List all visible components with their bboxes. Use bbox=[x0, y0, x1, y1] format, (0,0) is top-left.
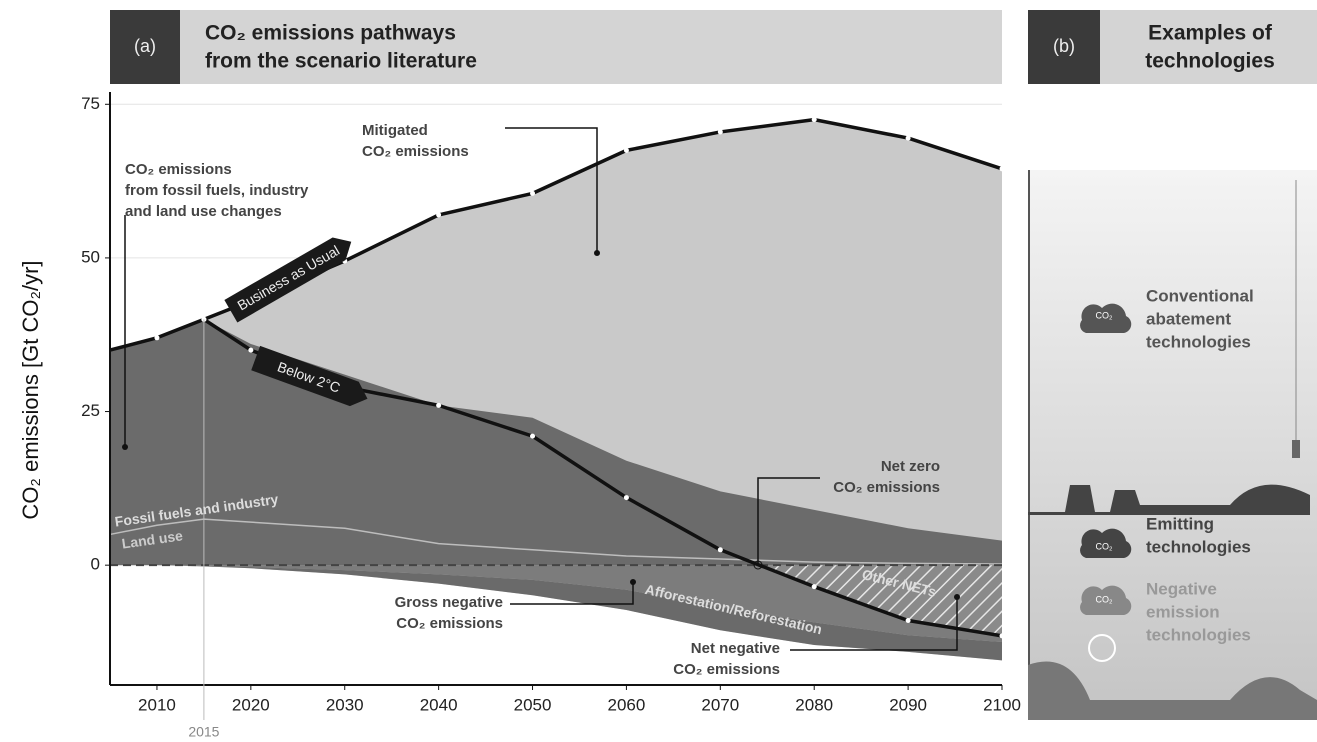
panel-b-header bbox=[1100, 10, 1317, 84]
tag-shape bbox=[224, 237, 352, 323]
x-tick-label: 2030 bbox=[326, 695, 364, 714]
industry-silhouette bbox=[1028, 484, 1310, 515]
x-tick-label: 2020 bbox=[232, 695, 270, 714]
landscape-silhouette bbox=[1028, 661, 1317, 720]
leader-line bbox=[790, 597, 958, 651]
y-tick-label: 0 bbox=[91, 555, 100, 574]
area bbox=[110, 565, 1002, 661]
technology-label: abatement bbox=[1146, 309, 1231, 328]
point bbox=[811, 584, 817, 590]
panel-b-background bbox=[1028, 170, 1317, 720]
panel-b-tab bbox=[1028, 10, 1100, 84]
leader-line bbox=[757, 477, 820, 565]
leader-line bbox=[510, 582, 634, 605]
area bbox=[110, 565, 1002, 642]
point bbox=[530, 190, 536, 196]
leader-dot bbox=[753, 560, 763, 570]
point bbox=[811, 117, 817, 123]
point bbox=[248, 347, 254, 353]
x-tick-label: 2060 bbox=[608, 695, 646, 714]
plot-area bbox=[109, 92, 1005, 685]
y-tick-label: 75 bbox=[81, 94, 100, 113]
annotation: Gross negative bbox=[395, 594, 503, 611]
panel-a-header bbox=[180, 10, 1002, 84]
icon-label: CO₂ bbox=[1096, 310, 1114, 320]
point bbox=[905, 617, 911, 623]
panel-label: (b) bbox=[1053, 36, 1075, 56]
annotation: CO₂ emissions bbox=[673, 661, 780, 678]
technology-label: technologies bbox=[1146, 332, 1251, 351]
point bbox=[999, 633, 1005, 639]
annotation: Net negative bbox=[691, 640, 780, 657]
panel-b: CO₂ CO₂ CO₂ bbox=[1028, 170, 1317, 720]
net-negative-hatch bbox=[720, 565, 1002, 636]
panel-label: (a) bbox=[134, 36, 156, 56]
title-line: CO₂ emissions pathways bbox=[205, 22, 456, 45]
y-tick-label: 25 bbox=[81, 401, 100, 420]
cloud-icon bbox=[1080, 585, 1132, 615]
annotation: CO₂ emissions bbox=[125, 161, 232, 178]
technology-label: Conventional bbox=[1146, 286, 1254, 305]
technology-label: technologies bbox=[1146, 625, 1251, 644]
point bbox=[717, 129, 723, 135]
point bbox=[999, 166, 1005, 172]
annotation: Net zero bbox=[881, 458, 940, 475]
point bbox=[717, 547, 723, 553]
point bbox=[530, 433, 536, 439]
technology-label: Emitting bbox=[1146, 514, 1214, 533]
leader-dot bbox=[954, 594, 960, 600]
x-tick-label: 2100 bbox=[983, 695, 1021, 714]
panel-b-title: technologies bbox=[1145, 50, 1275, 73]
x-tick-label: 2080 bbox=[795, 695, 833, 714]
technology-label: emission bbox=[1146, 602, 1220, 621]
leader-dot bbox=[594, 250, 600, 256]
point bbox=[436, 212, 442, 218]
panel-a-tab bbox=[110, 10, 180, 84]
x-tick-label: 2015 bbox=[188, 724, 219, 740]
annotation: CO₂ emissions bbox=[833, 479, 940, 496]
icon-label: CO₂ bbox=[1096, 541, 1114, 551]
icon-label: CO₂ bbox=[1096, 594, 1114, 604]
technology-label: Negative bbox=[1146, 579, 1217, 598]
technology-label: technologies bbox=[1146, 537, 1251, 556]
x-tick-label: 2040 bbox=[420, 695, 458, 714]
annotation: Mitigated bbox=[362, 122, 428, 139]
annotation: CO₂ emissions bbox=[396, 615, 503, 632]
cloud-icon bbox=[1080, 303, 1132, 333]
point bbox=[623, 147, 629, 153]
y-tick-label: 50 bbox=[81, 247, 100, 266]
annotation: and land use changes bbox=[125, 203, 282, 220]
point bbox=[436, 402, 442, 408]
leader-line bbox=[505, 127, 598, 253]
x-tick-label: 2050 bbox=[514, 695, 552, 714]
point bbox=[154, 335, 160, 341]
panel-b-title: Examples of bbox=[1148, 22, 1273, 45]
leader-dot bbox=[630, 579, 636, 585]
x-tick-label: 2090 bbox=[889, 695, 927, 714]
title-line: from the scenario literature bbox=[205, 50, 477, 73]
point bbox=[623, 495, 629, 501]
tower bbox=[1292, 440, 1300, 458]
tag-shape bbox=[251, 345, 368, 407]
series-line bbox=[109, 518, 1003, 565]
y-axis-label: CO₂ emissions [Gt CO₂/yr] bbox=[18, 260, 43, 519]
annotation: CO₂ emissions bbox=[362, 143, 469, 160]
leader-dot bbox=[122, 444, 128, 450]
x-tick-label: 2070 bbox=[701, 695, 739, 714]
ring-icon bbox=[1088, 634, 1116, 662]
x-tick-label: 2010 bbox=[138, 695, 176, 714]
annotation: from fossil fuels, industry bbox=[125, 182, 309, 199]
point bbox=[905, 135, 911, 141]
series-line bbox=[109, 117, 1003, 352]
cloud-icon bbox=[1080, 528, 1132, 558]
